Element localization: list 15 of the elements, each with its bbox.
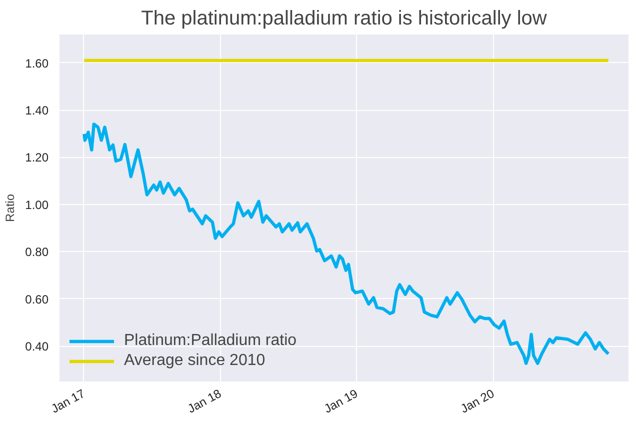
y-tick-label: 1.00	[25, 198, 49, 212]
legend-label: Platinum:Palladium ratio	[124, 332, 297, 350]
y-tick-label: 0.80	[25, 245, 49, 260]
y-tick-label: 0.60	[25, 292, 49, 306]
y-tick-label: 1.40	[25, 104, 49, 118]
y-axis-title: Ratio	[3, 194, 18, 222]
x-tick-label: Jan 20	[458, 386, 497, 416]
legend-label: Average since 2010	[124, 352, 266, 370]
y-tick-label: 0.40	[25, 340, 49, 354]
x-tick-label: Jan 19	[322, 386, 360, 416]
x-tick-label: Jan 18	[185, 386, 224, 416]
x-tick-label: Jan 17	[48, 386, 88, 416]
y-tick-label: 1.20	[25, 150, 49, 165]
y-tick-label: 1.60	[25, 56, 49, 70]
chart-title: The platinum:palladium ratio is historically low	[141, 8, 548, 30]
